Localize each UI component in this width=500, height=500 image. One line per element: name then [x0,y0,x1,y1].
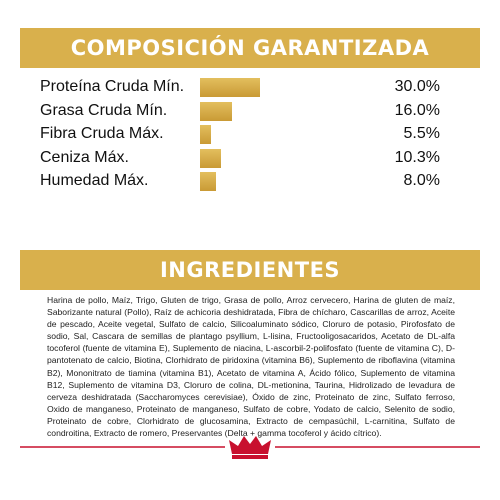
nutrient-value: 10.3% [394,148,440,166]
nutrient-label: Fibra Cruda Máx. [40,125,164,143]
ingredients-text: Harina de pollo, Maíz, Trigo, Gluten de … [47,295,455,439]
composition-row: Ceniza Máx. 10.3% [40,147,440,169]
ingredients-title: INGREDIENTES [20,250,480,290]
composition-row: Grasa Cruda Mín. 16.0% [40,100,440,122]
composition-title: COMPOSICIÓN GARANTIZADA [20,28,480,68]
nutrient-label: Humedad Máx. [40,172,149,190]
composition-row: Fibra Cruda Máx. 5.5% [40,123,440,145]
nutrient-value: 16.0% [394,101,440,119]
nutrient-value: 30.0% [394,78,440,95]
nutrient-label: Grasa Cruda Mín. [40,101,168,119]
nutrient-bar [200,78,260,97]
nutrient-bar [200,172,216,192]
nutrient-value: 5.5% [403,125,440,143]
nutrient-label: Ceniza Máx. [40,148,129,166]
nutrient-bar [200,125,211,145]
composition-row: Humedad Máx. 8.0% [40,170,440,192]
nutrient-label: Proteína Cruda Mín. [40,78,185,95]
composition-row: Proteína Cruda Mín. 30.0% [40,76,440,98]
brand-logo [20,436,480,459]
nutrient-bar [200,148,221,168]
nutrient-bar [200,101,232,121]
nutrient-value: 8.0% [403,172,440,190]
